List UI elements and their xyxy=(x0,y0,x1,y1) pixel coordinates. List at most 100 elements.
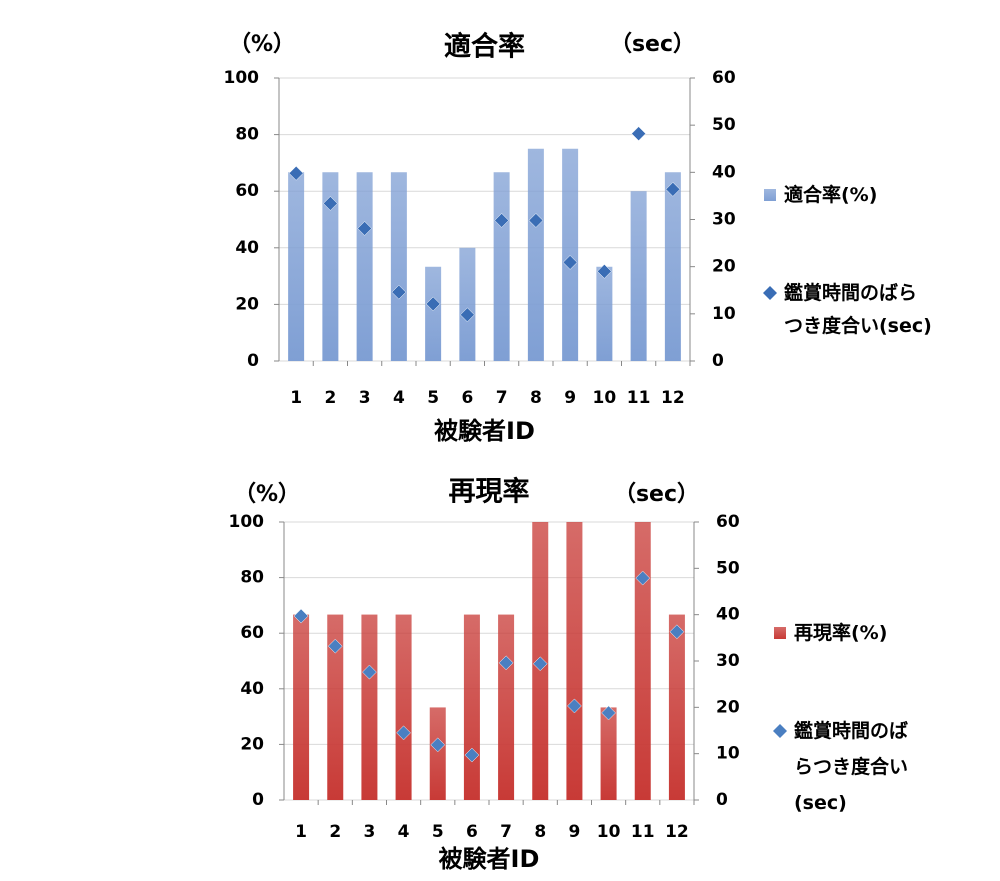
bar xyxy=(596,266,613,361)
diamond-marker xyxy=(396,725,411,741)
x-tick-label: 11 xyxy=(631,822,655,842)
diamond-marker xyxy=(631,126,646,142)
bar xyxy=(527,148,544,361)
y2-tick-label: 40 xyxy=(712,162,736,182)
bar xyxy=(664,172,681,361)
legend-swatch xyxy=(763,286,777,300)
y-axis-unit: （%） xyxy=(229,32,295,57)
y-tick-label: 80 xyxy=(235,125,259,145)
diamond-marker xyxy=(430,737,446,753)
legend-swatch xyxy=(764,189,776,201)
y-tick-label: 20 xyxy=(235,294,259,314)
bar xyxy=(361,614,378,800)
x-tick-label: 4 xyxy=(393,388,405,408)
bar xyxy=(322,172,339,361)
x-tick-label: 9 xyxy=(568,822,580,842)
chart-title: 適合率 xyxy=(444,31,525,63)
x-tick-label: 2 xyxy=(329,822,341,842)
bar xyxy=(327,614,344,800)
x-tick-label: 3 xyxy=(363,822,375,842)
diamond-marker xyxy=(532,656,548,672)
y-tick-label: 40 xyxy=(235,238,259,258)
diamond-marker xyxy=(528,213,544,228)
legend-label: 鑑賞時間のばらつき度合い(sec) xyxy=(794,720,909,814)
diamond-marker xyxy=(498,655,514,671)
bar xyxy=(630,191,647,361)
y2-tick-label: 50 xyxy=(712,115,736,135)
diamond-marker xyxy=(357,221,372,236)
y-tick-label: 100 xyxy=(229,512,265,532)
diamond-marker xyxy=(597,264,612,279)
diamond-marker xyxy=(288,165,304,181)
x-tick-label: 2 xyxy=(324,388,336,408)
y2-tick-label: 10 xyxy=(716,744,740,764)
y2-tick-label: 0 xyxy=(716,790,728,810)
legend-label: 適合率(%) xyxy=(784,183,878,206)
y-tick-label: 80 xyxy=(240,568,264,588)
diamond-marker xyxy=(635,570,651,586)
y2-tick-label: 40 xyxy=(716,605,740,625)
x-tick-label: 7 xyxy=(496,388,508,408)
y-tick-label: 20 xyxy=(240,734,264,754)
bar xyxy=(498,614,515,800)
diamond-marker xyxy=(464,747,480,763)
bar xyxy=(562,148,579,361)
x-tick-label: 8 xyxy=(530,388,542,408)
x-tick-label: 3 xyxy=(359,388,371,408)
y2-tick-label: 10 xyxy=(712,304,736,324)
bar xyxy=(566,522,583,800)
diamond-marker xyxy=(323,196,338,211)
x-tick-label: 10 xyxy=(597,822,621,842)
bar xyxy=(463,614,480,800)
y-tick-label: 0 xyxy=(247,351,259,371)
diamond-marker xyxy=(293,608,309,624)
legend-swatch xyxy=(774,627,786,639)
x-tick-label: 1 xyxy=(295,822,307,842)
x-tick-label: 6 xyxy=(466,822,478,842)
diamond-marker xyxy=(460,307,475,323)
bar xyxy=(429,707,446,800)
bar xyxy=(395,614,412,800)
bar xyxy=(288,172,305,361)
x-tick-label: 7 xyxy=(500,822,512,842)
y2-tick-label: 20 xyxy=(712,257,736,277)
legend-label: 再現率(%) xyxy=(794,622,888,644)
x-tick-label: 8 xyxy=(534,822,546,842)
x-axis-label: 被験者ID xyxy=(434,417,535,445)
y2-tick-label: 30 xyxy=(712,210,736,230)
diamond-marker xyxy=(425,296,441,312)
legend-swatch xyxy=(773,724,787,738)
y2-tick-label: 0 xyxy=(712,351,724,371)
y-axis-unit: （%） xyxy=(234,482,300,507)
diamond-marker xyxy=(665,181,681,197)
bar xyxy=(425,266,442,361)
diamond-marker xyxy=(362,664,377,680)
y-tick-label: 100 xyxy=(224,68,260,88)
bar xyxy=(459,247,476,361)
bar xyxy=(390,172,407,361)
y2-axis-unit: （sec） xyxy=(614,482,699,507)
x-tick-label: 10 xyxy=(593,388,617,408)
y2-axis-unit: （sec） xyxy=(610,32,695,57)
diamond-marker xyxy=(669,624,685,640)
bar xyxy=(493,172,510,361)
y-tick-label: 60 xyxy=(240,623,264,643)
diamond-marker xyxy=(567,698,582,714)
y2-tick-label: 60 xyxy=(712,68,736,88)
x-tick-label: 4 xyxy=(398,822,410,842)
bar xyxy=(356,172,373,361)
legend-label: 鑑賞時間のばらつき度合い(sec) xyxy=(784,281,932,337)
x-tick-label: 1 xyxy=(290,388,302,408)
y-tick-label: 0 xyxy=(252,790,264,810)
diamond-marker xyxy=(562,255,578,270)
x-tick-label: 5 xyxy=(432,822,444,842)
diamond-marker xyxy=(601,705,616,721)
diamond-marker xyxy=(494,213,509,228)
bar xyxy=(668,614,685,800)
y-tick-label: 40 xyxy=(240,679,264,699)
x-tick-label: 12 xyxy=(665,822,689,842)
x-tick-label: 11 xyxy=(627,388,651,408)
x-tick-label: 5 xyxy=(427,388,439,408)
chart-title: 再現率 xyxy=(449,476,530,508)
